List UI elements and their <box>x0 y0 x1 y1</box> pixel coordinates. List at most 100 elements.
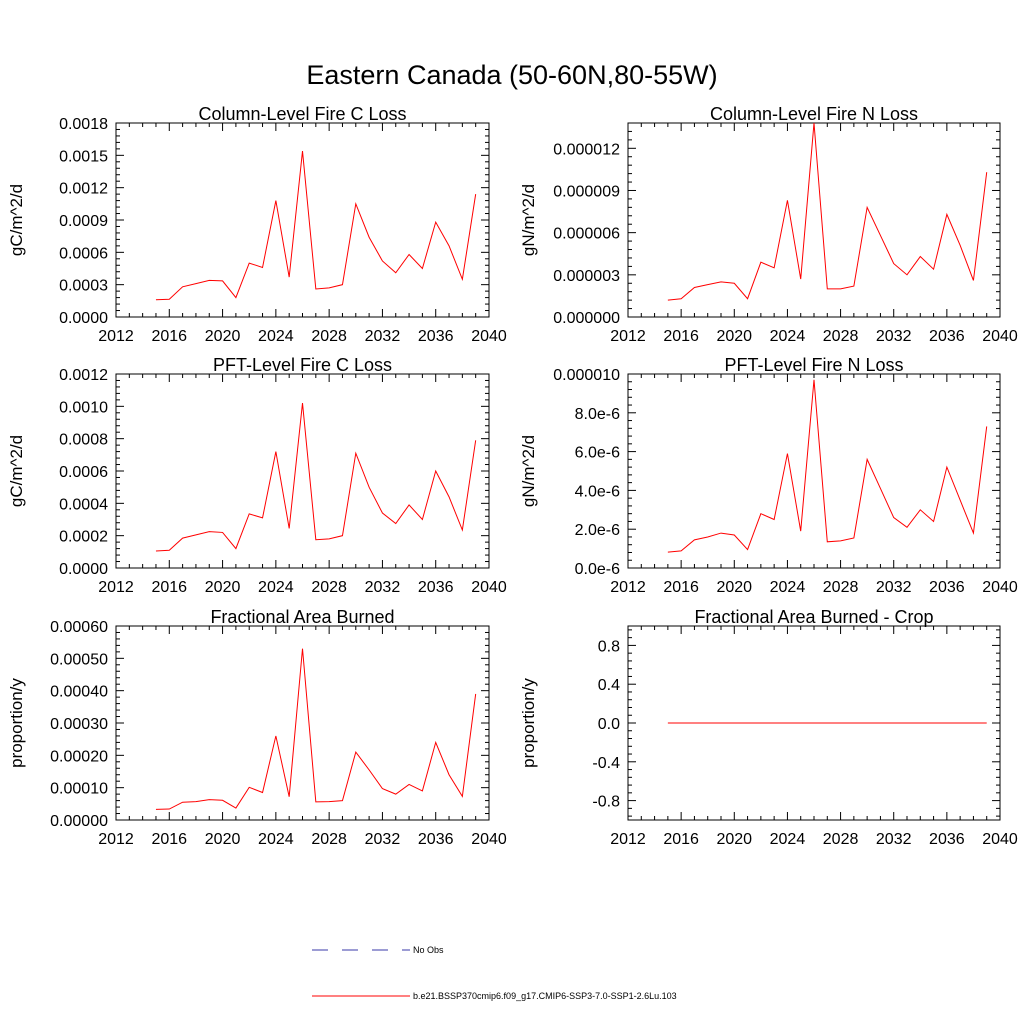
panel-3: PFT-Level Fire C Loss 2012 2016 2020 2024 202… <box>7 355 507 596</box>
x-tick-label: 2024 <box>258 579 294 596</box>
y-tick-label: 0.0010 <box>59 399 108 416</box>
y-tick-label: 2.0e-6 <box>575 522 620 539</box>
x-tick-label: 2020 <box>716 579 752 596</box>
x-tick-label: 2012 <box>98 831 134 848</box>
y-tick-label: 0.0000 <box>59 310 108 327</box>
plot-frame <box>627 122 1001 318</box>
x-tick-label: 2036 <box>929 328 965 345</box>
x-tick-label: 2036 <box>929 831 965 848</box>
plot-frame <box>115 625 490 821</box>
series-line <box>155 150 477 301</box>
x-tick-label: 2024 <box>770 831 806 848</box>
legend-label-no-obs: No Obs <box>413 945 444 955</box>
y-tick-label: 0.0003 <box>59 278 108 295</box>
y-tick-label: 0.00010 <box>50 781 108 798</box>
figure-title: Eastern Canada (50-60N,80-55W) <box>306 60 717 90</box>
y-tick-label: 0.0018 <box>59 116 108 133</box>
x-tick-label: 2040 <box>982 328 1018 345</box>
y-tick-label: 0.0012 <box>59 181 108 198</box>
y-tick-label: -0.8 <box>592 794 620 811</box>
x-tick-label: 2012 <box>610 831 646 848</box>
x-tick-label: 2020 <box>205 579 241 596</box>
y-tick-label: 0.0004 <box>59 496 108 513</box>
x-tick-label: 2036 <box>929 579 965 596</box>
x-tick-label: 2040 <box>982 579 1018 596</box>
y-tick-label: 0.0009 <box>59 213 108 230</box>
series-line <box>667 379 988 553</box>
panel-title: PFT-Level Fire C Loss <box>213 355 392 375</box>
x-tick-label: 2028 <box>311 328 347 345</box>
y-tick-label: 0.0006 <box>59 245 108 262</box>
series-line <box>155 403 477 552</box>
y-tick-label: 0.0e-6 <box>575 561 620 578</box>
y-tick-label: 0.00050 <box>50 651 108 668</box>
panel-1: Column-Level Fire C Loss 2012 2016 2020 2024… <box>7 104 507 345</box>
y-tick-label: 8.0e-6 <box>575 406 620 423</box>
x-tick-label: 2040 <box>471 831 507 848</box>
y-tick-label: 0.4 <box>598 677 620 694</box>
y-axis-label: gN/m^2/d <box>519 184 538 256</box>
y-axis-label: proportion/y <box>519 678 538 768</box>
x-tick-label: 2020 <box>716 831 752 848</box>
x-tick-label: 2020 <box>205 328 241 345</box>
y-tick-label: 0.0000 <box>59 561 108 578</box>
x-tick-label: 2028 <box>823 579 859 596</box>
x-tick-label: 2040 <box>982 831 1018 848</box>
panels: Column-Level Fire C Loss 2012 2016 2020 2024… <box>7 104 1018 848</box>
x-tick-label: 2024 <box>258 831 294 848</box>
panel-6: Fractional Area Burned - Crop 2012 2016 202… <box>519 607 1018 848</box>
y-tick-label: 6.0e-6 <box>575 445 620 462</box>
plot-frame <box>627 373 1001 569</box>
x-tick-label: 2028 <box>823 328 859 345</box>
y-axis-label: gC/m^2/d <box>7 435 26 507</box>
panel-title: Fractional Area Burned <box>210 607 394 627</box>
x-tick-label: 2032 <box>365 328 401 345</box>
x-tick-label: 2036 <box>418 579 454 596</box>
x-tick-label: 2032 <box>365 579 401 596</box>
panel-title: Column-Level Fire N Loss <box>710 104 918 124</box>
panel-4: PFT-Level Fire N Loss 2012 2016 2020 2024 202… <box>519 355 1018 596</box>
legend-label-model: b.e21.BSSP370cmip6.f09_g17.CMIP6-SSP3-7.… <box>413 991 677 1001</box>
y-tick-label: 0.000000 <box>553 310 620 327</box>
x-tick-label: 2020 <box>716 328 752 345</box>
x-tick-label: 2024 <box>770 579 806 596</box>
y-tick-label: 0.00060 <box>50 619 108 636</box>
y-tick-label: 0.000012 <box>553 141 620 158</box>
x-tick-label: 2032 <box>365 831 401 848</box>
x-tick-label: 2028 <box>311 831 347 848</box>
y-tick-label: 0.000010 <box>553 367 620 384</box>
y-tick-label: 0.00020 <box>50 748 108 765</box>
x-tick-label: 2028 <box>823 831 859 848</box>
x-tick-label: 2016 <box>663 831 699 848</box>
y-tick-label: 0.00040 <box>50 684 108 701</box>
x-tick-label: 2016 <box>663 579 699 596</box>
y-tick-label: 0.0008 <box>59 432 108 449</box>
x-tick-label: 2024 <box>258 328 294 345</box>
y-tick-label: 0.0015 <box>59 148 108 165</box>
y-tick-label: 0.8 <box>598 638 620 655</box>
y-tick-label: 0.0006 <box>59 464 108 481</box>
y-tick-label: 0.000003 <box>553 268 620 285</box>
x-tick-label: 2016 <box>151 579 187 596</box>
y-tick-label: 0.000009 <box>553 183 620 200</box>
x-tick-label: 2024 <box>770 328 806 345</box>
y-axis-label: proportion/y <box>7 678 26 768</box>
y-tick-label: 0.000006 <box>553 226 620 243</box>
y-tick-label: 0.0012 <box>59 367 108 384</box>
y-tick-label: 0.0002 <box>59 529 108 546</box>
x-tick-label: 2016 <box>151 831 187 848</box>
x-tick-label: 2032 <box>876 579 912 596</box>
x-tick-label: 2028 <box>311 579 347 596</box>
y-axis-label: gN/m^2/d <box>519 435 538 507</box>
panel-title: Fractional Area Burned - Crop <box>694 607 933 627</box>
x-tick-label: 2016 <box>663 328 699 345</box>
x-tick-label: 2036 <box>418 831 454 848</box>
panel-2: Column-Level Fire N Loss 2012 2016 2020 2024… <box>519 104 1018 345</box>
x-tick-label: 2036 <box>418 328 454 345</box>
y-tick-label: -0.4 <box>592 755 620 772</box>
x-tick-label: 2012 <box>98 328 134 345</box>
panel-5: Fractional Area Burned 2012 2016 2020 2024 20… <box>7 607 507 848</box>
series-line <box>667 122 988 301</box>
x-tick-label: 2032 <box>876 831 912 848</box>
